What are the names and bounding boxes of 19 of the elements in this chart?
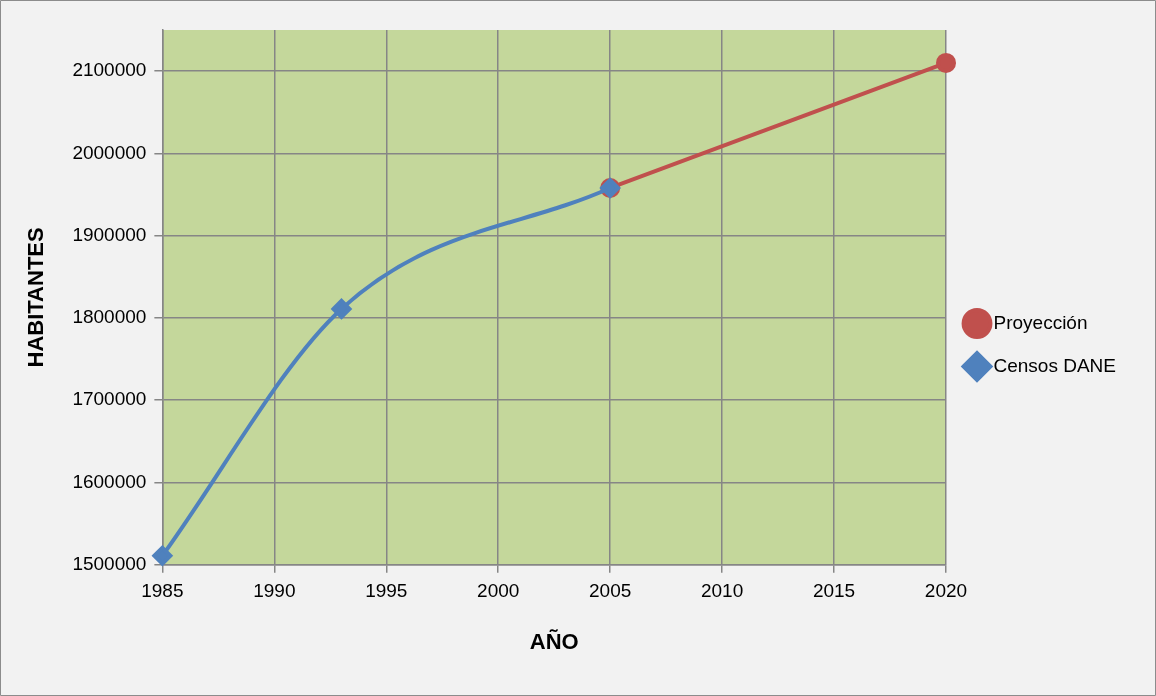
- y-tick-label: 1900000: [72, 223, 147, 245]
- x-tick-label: 2010: [700, 580, 744, 602]
- x-tick-label: 2015: [812, 580, 856, 602]
- legend-label: Censos DANE: [993, 354, 1117, 376]
- y-tick-label: 2000000: [72, 141, 147, 163]
- x-tick-label: 2000: [477, 580, 520, 602]
- y-tick-label: 1500000: [72, 553, 147, 575]
- legend-label: Proyección: [993, 311, 1088, 333]
- y-tick-label: 1800000: [72, 306, 147, 328]
- x-axis-title: AÑO: [529, 628, 579, 654]
- y-tick-label: 1600000: [72, 470, 147, 492]
- x-tick-label: 1990: [253, 580, 296, 602]
- x-tick-label: 2020: [924, 580, 968, 602]
- y-tick-label: 1700000: [72, 388, 147, 410]
- x-tick-label: 1995: [365, 580, 408, 602]
- y-tick-label: 2100000: [72, 59, 147, 81]
- x-tick-label: 1985: [141, 580, 184, 602]
- x-tick-label: 2005: [589, 580, 632, 602]
- y-axis-title: HABITANTES: [23, 227, 49, 368]
